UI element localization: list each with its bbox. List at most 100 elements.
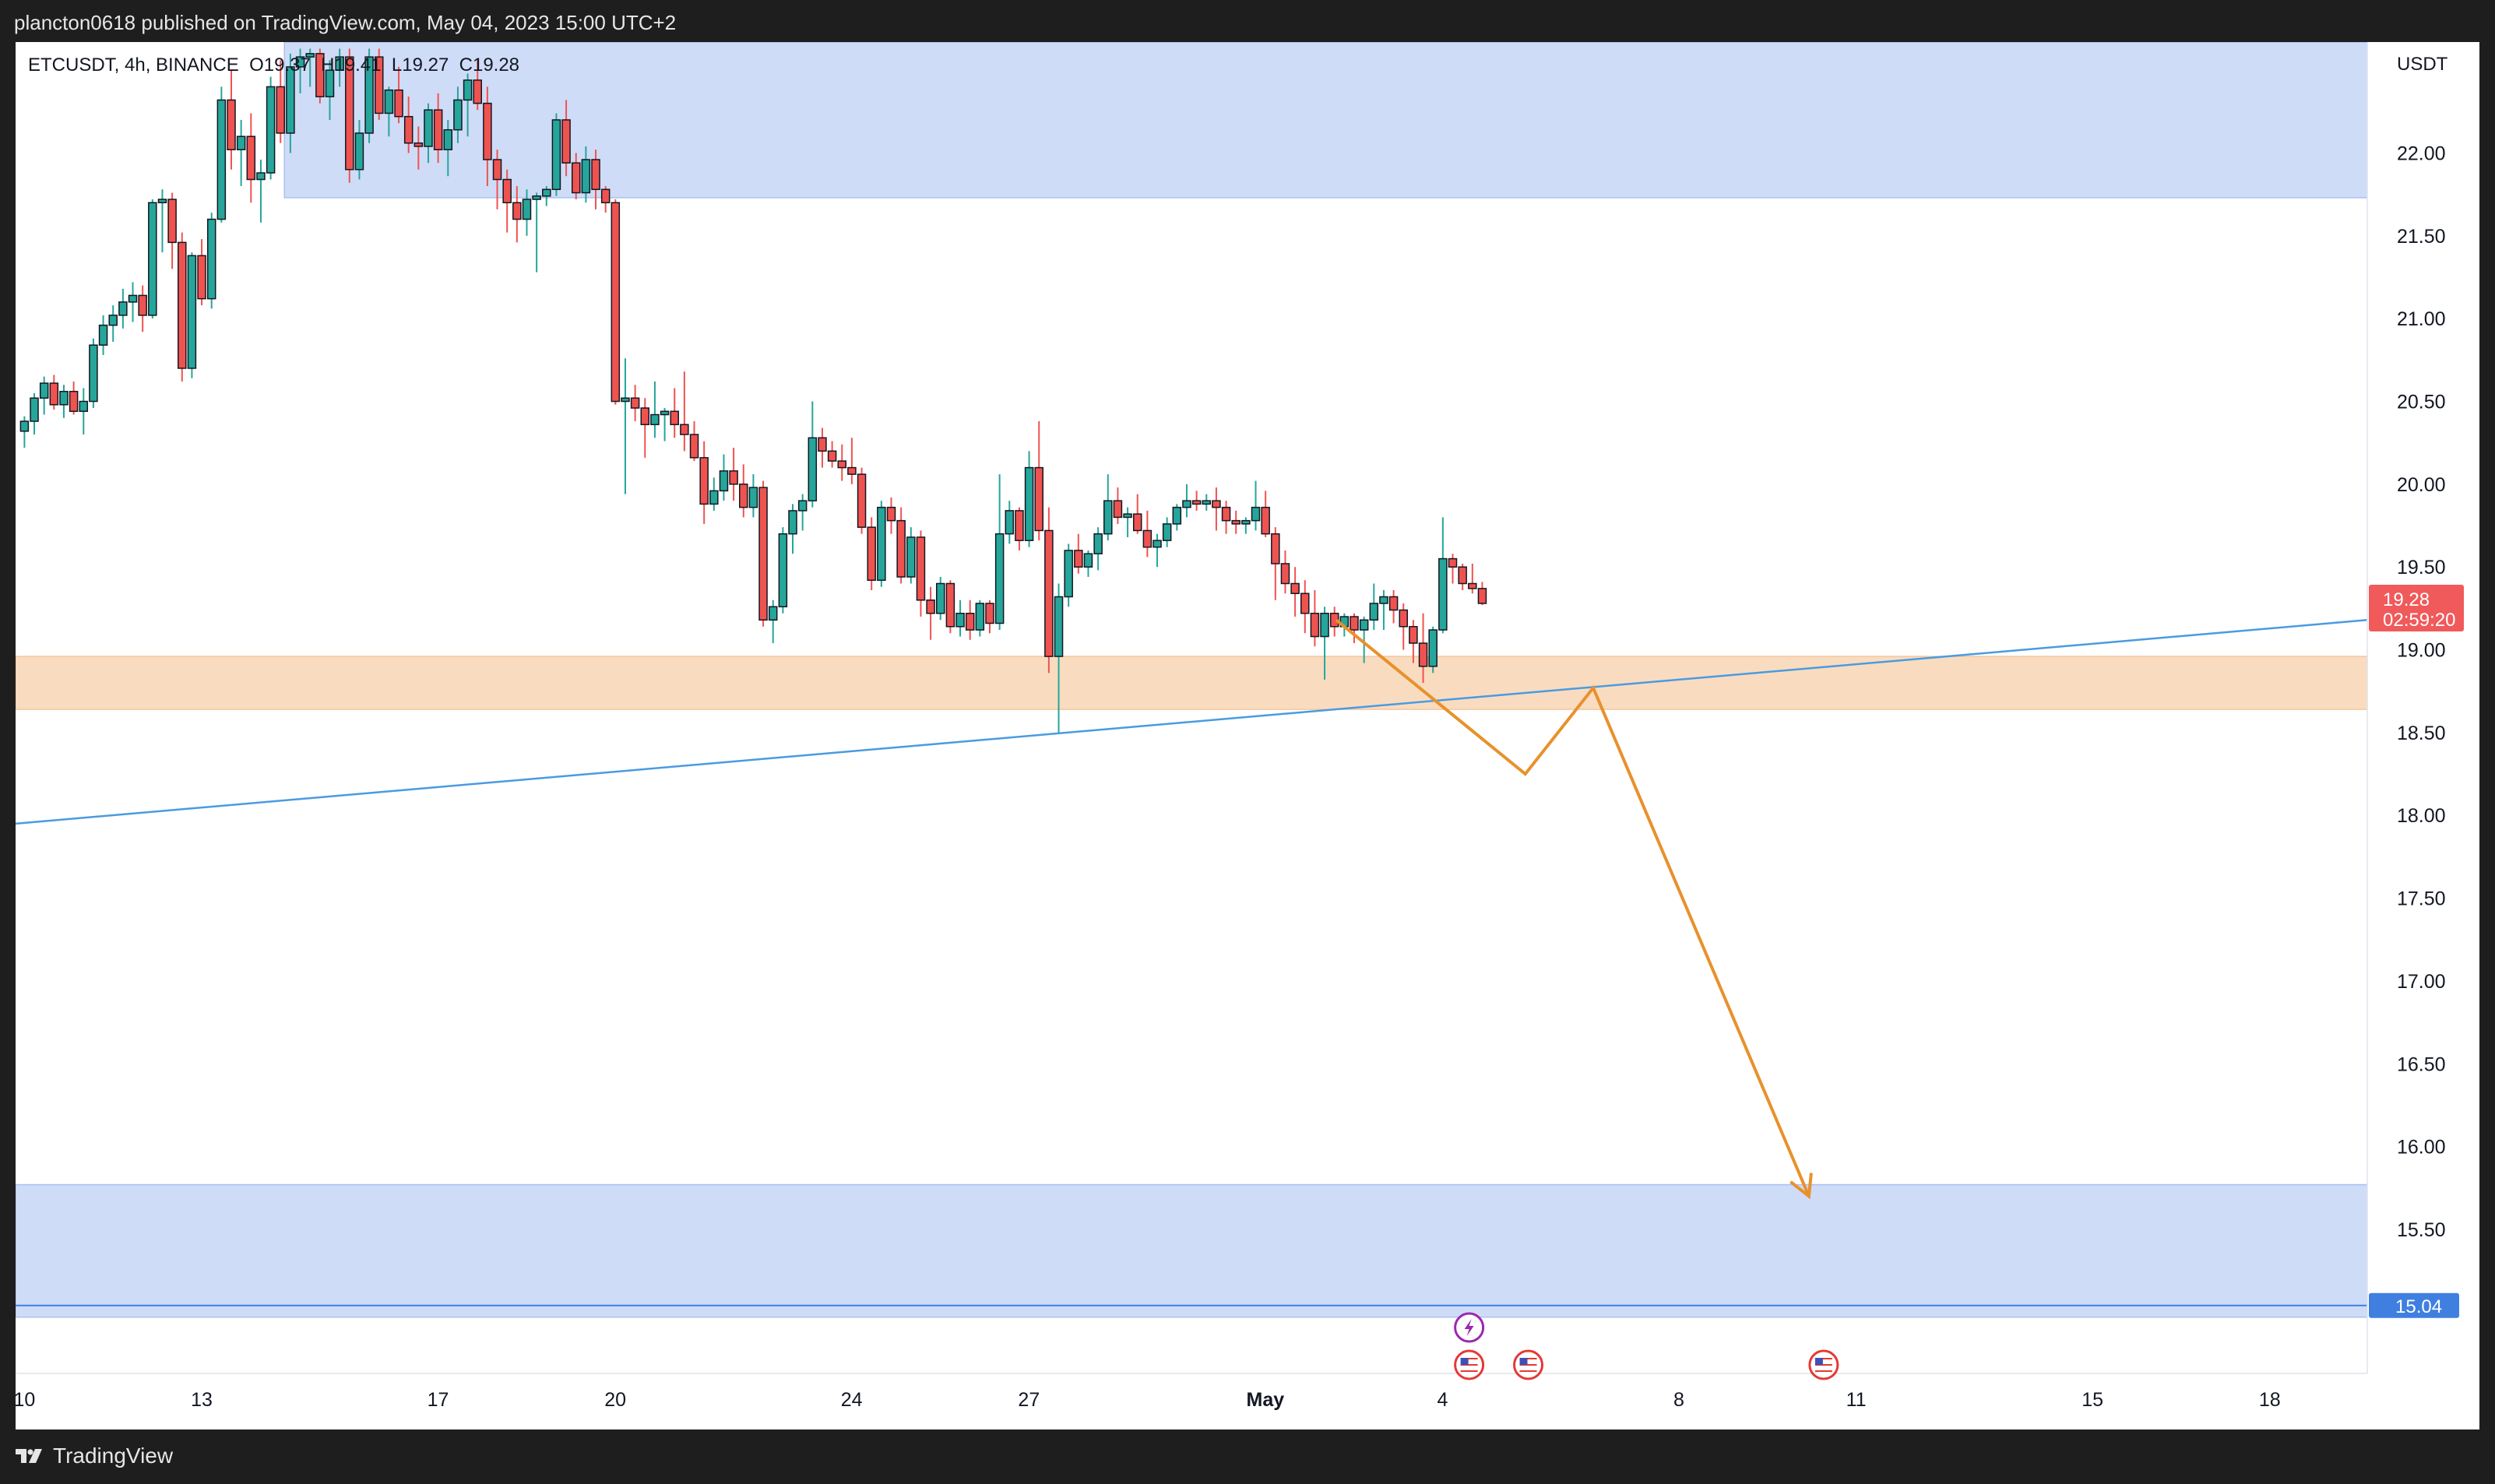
candle-body (1191, 500, 1202, 505)
candle-body (227, 99, 236, 150)
candle-body (512, 202, 522, 220)
candle-body (1182, 500, 1191, 508)
candle (1034, 421, 1043, 541)
candle-body (1418, 642, 1428, 667)
candle-body (216, 99, 227, 220)
demand-zone-bottom (16, 1183, 2368, 1318)
candle-body (748, 487, 758, 508)
candle-body (699, 457, 709, 505)
y-tick-label: 16.50 (2397, 1053, 2446, 1075)
candle (1191, 491, 1202, 511)
candle (935, 576, 945, 621)
candle-body (39, 382, 49, 399)
candle-body (187, 255, 197, 369)
candle (246, 113, 256, 203)
candle-body (345, 56, 354, 171)
candle-body (315, 53, 325, 97)
candle-body (906, 536, 916, 578)
candle (305, 48, 315, 87)
flag-stripe (1814, 1364, 1832, 1366)
candle-body (276, 86, 286, 134)
candle-body (49, 382, 59, 406)
candle (1310, 589, 1320, 647)
candle-body (1093, 533, 1103, 554)
candle-body (1359, 619, 1369, 631)
candle (256, 160, 266, 223)
candle-body (522, 199, 532, 220)
candle (433, 93, 443, 164)
candle (522, 189, 532, 236)
candle-body (266, 86, 276, 174)
candle-body (818, 437, 827, 452)
candle (266, 76, 276, 180)
candle (108, 305, 118, 342)
tradingview-brand[interactable]: TradingView (14, 1444, 173, 1468)
flag-stripe (1460, 1367, 1478, 1369)
candle-body (1152, 540, 1162, 548)
candle (187, 252, 197, 378)
candle-body (483, 102, 492, 160)
candle (778, 527, 788, 614)
candle-body (581, 159, 591, 194)
y-tick-label: 22.00 (2397, 143, 2446, 165)
candle (847, 438, 857, 484)
candle (1221, 501, 1231, 534)
candle-body (1212, 500, 1221, 508)
candle-body (1113, 500, 1123, 519)
x-tick-label: 27 (1018, 1389, 1040, 1411)
candle-body (778, 533, 788, 608)
candle (758, 480, 768, 627)
candle-body (1083, 553, 1093, 568)
candle (473, 60, 482, 111)
candle-body (808, 437, 818, 501)
candle (857, 467, 867, 534)
candle-body (1103, 500, 1113, 535)
candle-body (492, 159, 502, 181)
candle (719, 454, 729, 501)
y-tick-label: 18.50 (2397, 723, 2446, 744)
candle (276, 60, 286, 143)
y-tick-label: 20.00 (2397, 474, 2446, 496)
candle-body (1074, 550, 1083, 568)
candle-body (394, 89, 403, 118)
candle (167, 192, 177, 269)
candlestick-chart[interactable]: USDT 22.00 21.50 21.00 20.50 20.00 19.50 19.00 1… (16, 42, 2479, 1429)
candle-body (611, 202, 621, 403)
legend-low: L19.27 (391, 55, 449, 76)
candle-body (719, 470, 729, 492)
legend-symbol: ETCUSDT, 4h, BINANCE (28, 55, 239, 76)
flag-stripe (1814, 1370, 1832, 1372)
candle-body (138, 294, 147, 316)
candle-body (827, 450, 837, 462)
candle-body (1123, 513, 1132, 519)
legend-close: C19.28 (459, 55, 520, 76)
candle-body (433, 109, 443, 150)
candle (1477, 582, 1487, 606)
flag-stripe (1460, 1358, 1478, 1359)
candle-body (89, 344, 98, 403)
candle-body (965, 613, 975, 631)
candle-body (1300, 593, 1310, 614)
candle (611, 199, 621, 405)
candle (699, 441, 709, 524)
flag-stripe (1814, 1367, 1832, 1369)
candle (325, 60, 335, 120)
candle-body (1231, 519, 1240, 525)
candle-body (600, 188, 611, 204)
candle-body (867, 526, 876, 581)
candle-body (354, 132, 364, 171)
candle-body (739, 484, 748, 508)
candle (571, 153, 581, 200)
candle-body (413, 142, 424, 147)
candle (1359, 617, 1369, 663)
us-flag-icon (1808, 1349, 1839, 1380)
candle (955, 600, 965, 637)
candle (709, 477, 719, 511)
candle-body (167, 199, 177, 244)
candle (808, 401, 818, 508)
candle (650, 382, 660, 438)
candle-body (69, 391, 79, 413)
candle (1350, 613, 1359, 644)
candle-body (571, 162, 581, 194)
candle-body (1320, 613, 1329, 638)
